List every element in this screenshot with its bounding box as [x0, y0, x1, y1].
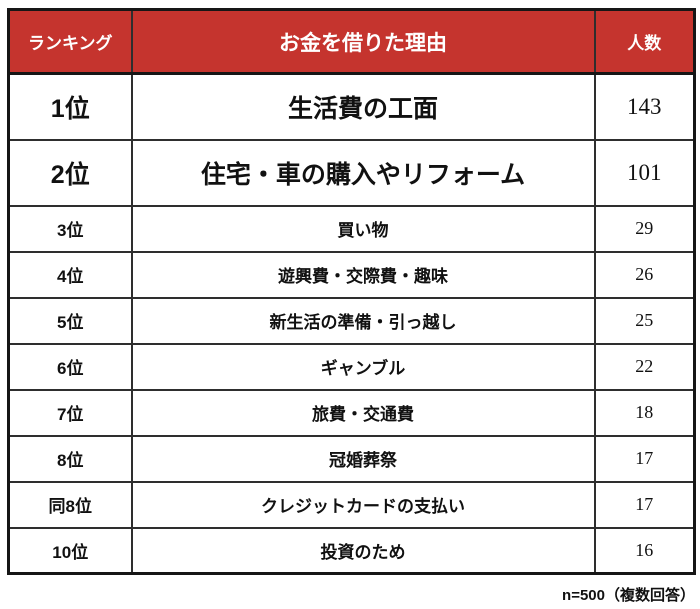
cell-rank: 1位 — [7, 72, 133, 141]
cell-reason: 冠婚葬祭 — [130, 434, 596, 483]
cell-rank: 7位 — [7, 388, 133, 437]
cell-rank: 同8位 — [7, 480, 133, 529]
cell-reason: 遊興費・交際費・趣味 — [130, 250, 596, 299]
cell-rank: 5位 — [7, 296, 133, 345]
ranking-table-container: ランキング お金を借りた理由 人数 1位 生活費の工面 143 2位 住宅・車の購入やリ… — [7, 8, 696, 575]
table-row: 5位 新生活の準備・引っ越し 25 — [7, 296, 696, 345]
cell-rank: 4位 — [7, 250, 133, 299]
cell-rank: 2位 — [7, 138, 133, 207]
cell-count: 101 — [593, 138, 696, 207]
cell-count: 17 — [593, 480, 696, 529]
cell-count: 18 — [593, 388, 696, 437]
cell-reason: 住宅・車の購入やリフォーム — [130, 138, 596, 207]
cell-count: 25 — [593, 296, 696, 345]
table-row: 8位 冠婚葬祭 17 — [7, 434, 696, 483]
cell-rank: 3位 — [7, 204, 133, 253]
header-reason: お金を借りた理由 — [130, 8, 596, 75]
cell-count: 22 — [593, 342, 696, 391]
table-row: 4位 遊興費・交際費・趣味 26 — [7, 250, 696, 299]
ranking-table: ランキング お金を借りた理由 人数 1位 生活費の工面 143 2位 住宅・車の購入やリ… — [7, 8, 696, 575]
cell-reason: ギャンブル — [130, 342, 596, 391]
cell-count: 143 — [593, 72, 696, 141]
table-row: 2位 住宅・車の購入やリフォーム 101 — [7, 138, 696, 207]
cell-reason: 新生活の準備・引っ越し — [130, 296, 596, 345]
cell-reason: 投資のため — [130, 526, 596, 575]
cell-reason: 旅費・交通費 — [130, 388, 596, 437]
cell-count: 26 — [593, 250, 696, 299]
table-row: 同8位 クレジットカードの支払い 17 — [7, 480, 696, 529]
table-row: 1位 生活費の工面 143 — [7, 72, 696, 141]
table-row: 7位 旅費・交通費 18 — [7, 388, 696, 437]
table-row: 6位 ギャンブル 22 — [7, 342, 696, 391]
sample-size-footnote: n=500（複数回答） — [562, 587, 695, 604]
cell-rank: 8位 — [7, 434, 133, 483]
cell-reason: クレジットカードの支払い — [130, 480, 596, 529]
cell-reason: 生活費の工面 — [130, 72, 596, 141]
cell-count: 16 — [593, 526, 696, 575]
cell-count: 17 — [593, 434, 696, 483]
header-rank: ランキング — [7, 8, 133, 75]
cell-rank: 10位 — [7, 526, 133, 575]
table-row: 10位 投資のため 16 — [7, 526, 696, 575]
cell-rank: 6位 — [7, 342, 133, 391]
table-row: 3位 買い物 29 — [7, 204, 696, 253]
cell-count: 29 — [593, 204, 696, 253]
cell-reason: 買い物 — [130, 204, 596, 253]
header-row: ランキング お金を借りた理由 人数 — [7, 8, 696, 75]
header-count: 人数 — [593, 8, 696, 75]
